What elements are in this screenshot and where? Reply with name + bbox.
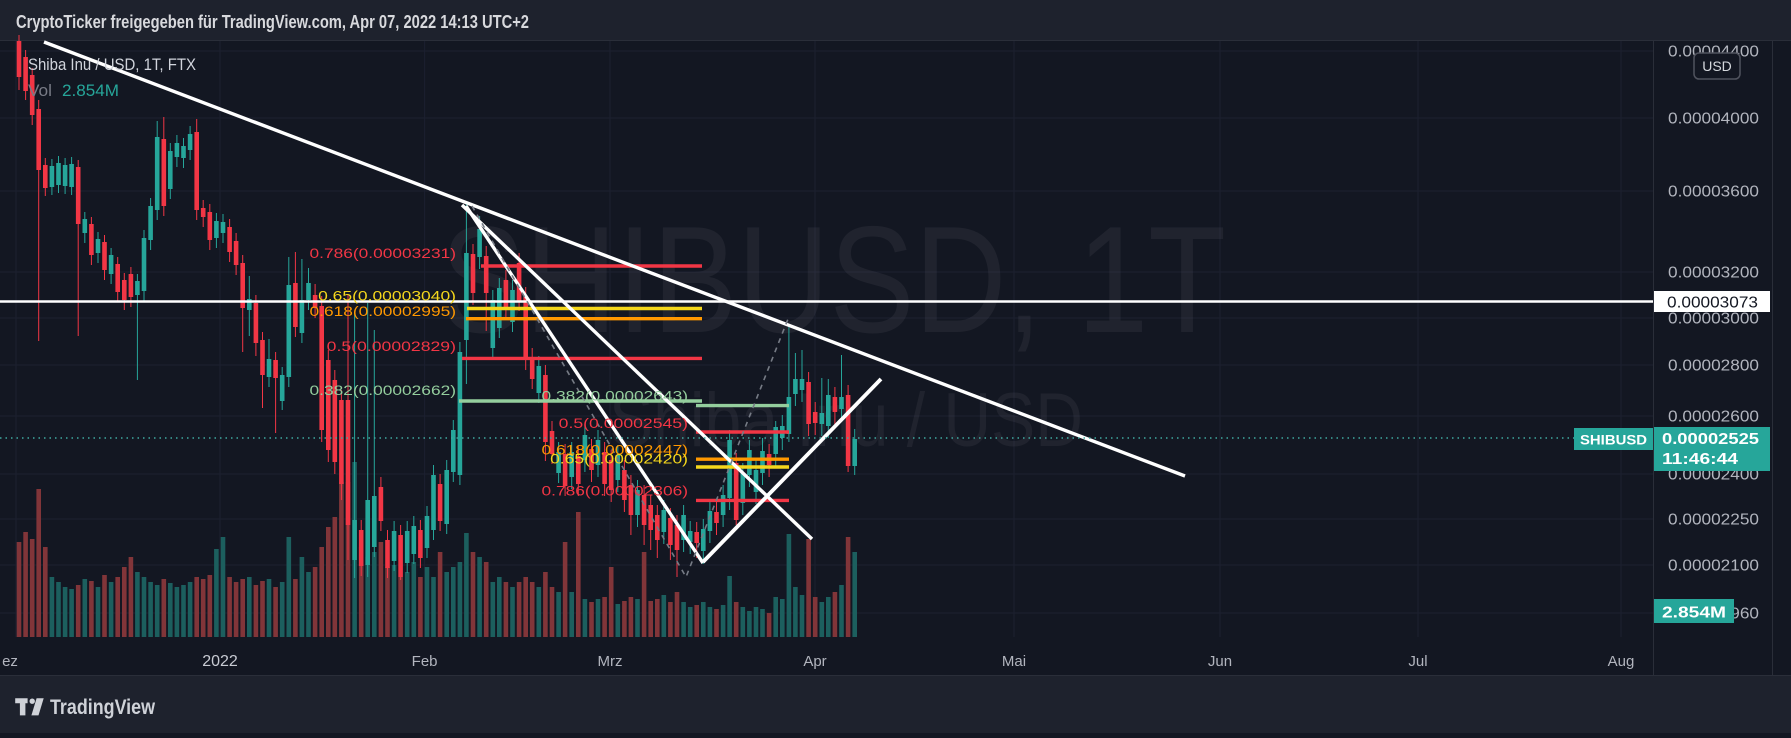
svg-text:Apr: Apr (803, 653, 826, 670)
svg-text:Jul: Jul (1408, 653, 1427, 670)
svg-text:0.382(0.00002662): 0.382(0.00002662) (310, 382, 457, 398)
svg-text:0.00002800: 0.00002800 (1668, 358, 1759, 375)
svg-text:0.5(0.00002545): 0.5(0.00002545) (559, 415, 688, 431)
svg-text:Jun: Jun (1208, 653, 1232, 670)
svg-text:0.00003600: 0.00003600 (1668, 184, 1759, 201)
svg-text:Mai: Mai (1002, 653, 1026, 670)
svg-text:0.00003000: 0.00003000 (1668, 311, 1759, 328)
svg-text:Feb: Feb (412, 653, 438, 670)
svg-text:Shiba Inu / USD, 1T, FTX: Shiba Inu / USD, 1T, FTX (28, 55, 196, 74)
svg-text:TradingView: TradingView (50, 696, 156, 719)
svg-text:0.00003073: 0.00003073 (1667, 295, 1758, 312)
svg-text:0.65(0.00002420): 0.65(0.00002420) (550, 451, 688, 467)
svg-text:0.786(0.00002306): 0.786(0.00002306) (542, 483, 689, 499)
svg-text:11:46:44: 11:46:44 (1662, 451, 1738, 468)
svg-text:0.382(0.00002643): 0.382(0.00002643) (542, 388, 689, 404)
svg-text:0.00002100: 0.00002100 (1668, 558, 1759, 575)
svg-text:0.00004000: 0.00004000 (1668, 111, 1759, 128)
svg-text:0.786(0.00003231): 0.786(0.00003231) (310, 245, 457, 261)
svg-text:0.65(0.00003040): 0.65(0.00003040) (318, 288, 456, 304)
svg-text:Mrz: Mrz (598, 653, 623, 670)
svg-text:0.00002250: 0.00002250 (1668, 512, 1759, 529)
svg-text:2.854M: 2.854M (62, 81, 119, 100)
svg-text:Vol: Vol (28, 81, 52, 100)
svg-text:CryptoTicker freigegeben für T: CryptoTicker freigegeben für TradingView… (16, 12, 529, 32)
svg-text:0.00003200: 0.00003200 (1668, 265, 1759, 282)
svg-text:USD: USD (1702, 58, 1732, 74)
svg-text:0.00002600: 0.00002600 (1668, 409, 1759, 426)
svg-text:0.00002525: 0.00002525 (1662, 431, 1759, 448)
svg-text:SHIBUSD: SHIBUSD (1580, 432, 1647, 448)
svg-text:ez: ez (2, 653, 18, 670)
svg-text:Aug: Aug (1608, 653, 1635, 670)
svg-text:0.618(0.00002447): 0.618(0.00002447) (542, 442, 689, 458)
svg-text:SHIBUSD, 1T: SHIBUSD, 1T (440, 195, 1226, 365)
svg-text:2022: 2022 (202, 653, 238, 670)
svg-text:0.618(0.00002995): 0.618(0.00002995) (310, 303, 457, 319)
svg-text:2.854M: 2.854M (1662, 605, 1726, 622)
svg-text:0.5(0.00002829): 0.5(0.00002829) (327, 338, 456, 354)
